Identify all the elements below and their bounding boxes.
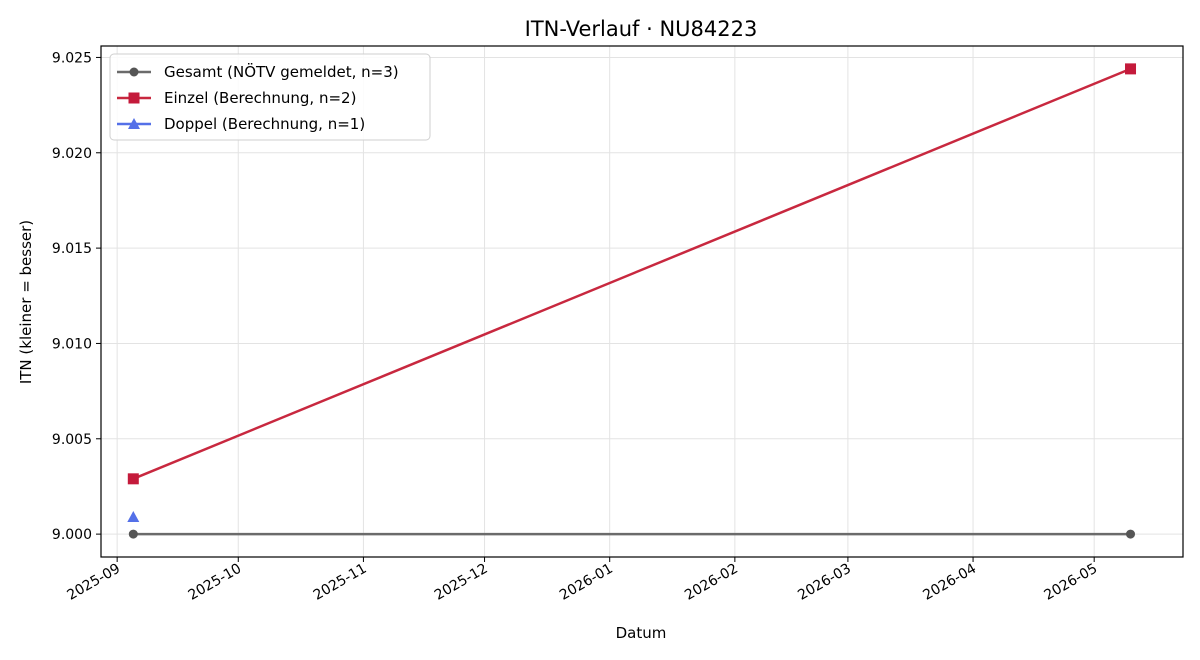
y-tick-label: 9.000 (52, 527, 92, 543)
y-tick-label: 9.025 (52, 50, 92, 66)
legend-label: Gesamt (NÖTV gemeldet, n=3) (164, 62, 399, 81)
data-point (1125, 63, 1137, 75)
y-tick-label: 9.010 (52, 336, 92, 352)
chart-title: ITN-Verlauf · NU84223 (525, 17, 758, 41)
data-point (127, 510, 140, 522)
legend-item: Gesamt (NÖTV gemeldet, n=3) (117, 62, 399, 81)
legend-label: Einzel (Berechnung, n=2) (164, 89, 356, 107)
y-tick-label: 9.015 (52, 241, 92, 257)
legend-label: Doppel (Berechnung, n=1) (164, 115, 365, 133)
series-line (132, 67, 1131, 480)
plot-frame (100, 45, 1184, 558)
series-2 (127, 63, 1137, 485)
legend-item: Einzel (Berechnung, n=2) (117, 89, 356, 107)
legend-marker (128, 92, 140, 104)
y-axis-title: ITN (kleiner = besser) (17, 220, 35, 384)
legend: Gesamt (NÖTV gemeldet, n=3) Einzel (Berec… (109, 53, 431, 141)
y-tick-label: 9.005 (52, 432, 92, 448)
legend-marker (129, 67, 139, 77)
data-point (128, 529, 138, 539)
x-axis-title: Datum (616, 624, 667, 642)
legend-box (109, 53, 431, 141)
legend-marker (128, 118, 140, 129)
y-tick-label: 9.020 (52, 146, 92, 162)
legend-item: Doppel (Berechnung, n=1) (117, 115, 365, 133)
series-1 (128, 529, 1136, 539)
plot-series (127, 63, 1137, 539)
data-point (1126, 529, 1136, 539)
data-point (127, 473, 139, 485)
series-3 (127, 510, 140, 522)
